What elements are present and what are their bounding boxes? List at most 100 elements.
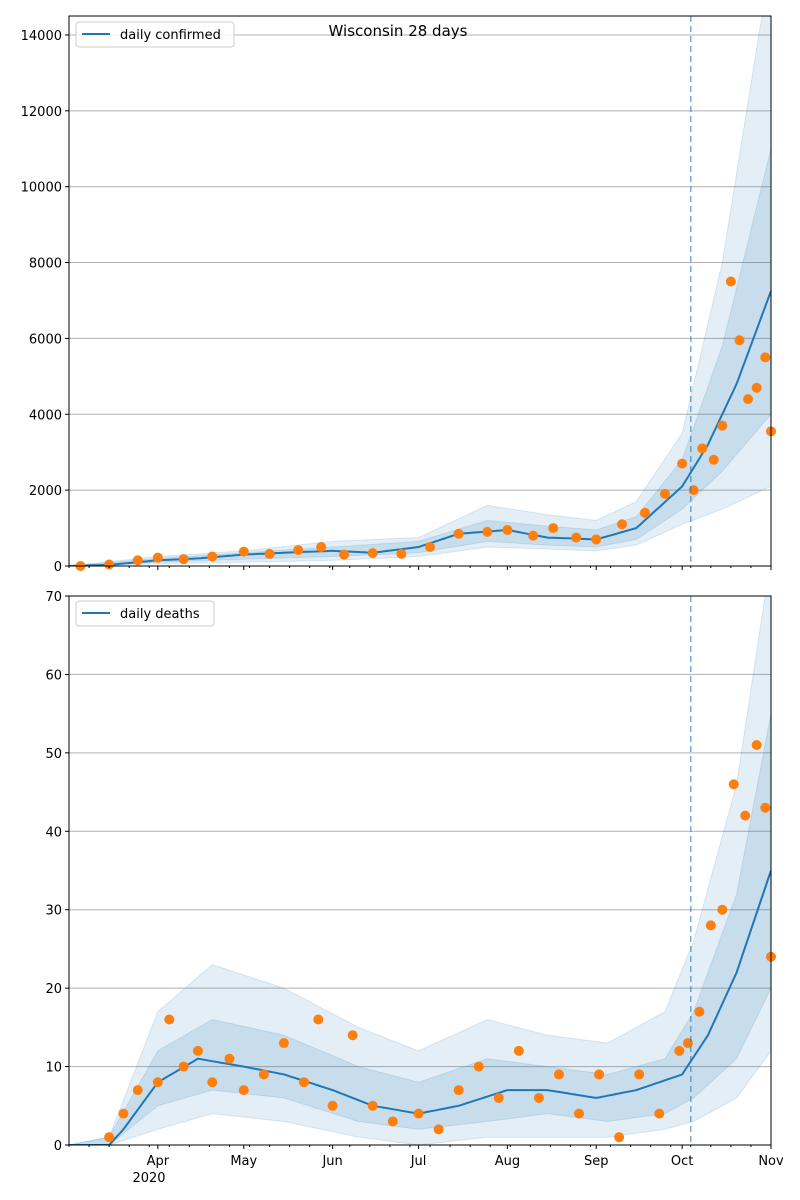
deaths-y-tick-label: 30 <box>45 904 62 919</box>
x-tick-label: Apr <box>147 1154 170 1169</box>
deaths-data-point <box>207 1077 217 1087</box>
confirmed-y-tick-label: 14000 <box>21 29 62 44</box>
x-tick-label: Sep <box>584 1154 609 1169</box>
x-tick-label: Nov <box>758 1154 784 1169</box>
deaths-data-point <box>153 1077 163 1087</box>
deaths-data-point <box>118 1109 128 1119</box>
deaths-data-point <box>534 1093 544 1103</box>
confirmed-data-point <box>293 545 303 555</box>
deaths-y-tick-label: 70 <box>45 590 62 605</box>
confirmed-data-point <box>743 394 753 404</box>
confirmed-data-point <box>760 352 770 362</box>
deaths-data-point <box>414 1109 424 1119</box>
confirmed-data-point <box>591 534 601 544</box>
deaths-data-point <box>368 1101 378 1111</box>
confirmed-y-tick-label: 6000 <box>29 332 62 347</box>
confirmed-data-point <box>752 383 762 393</box>
deaths-data-point <box>239 1085 249 1095</box>
confirmed-data-point <box>153 553 163 563</box>
confirmed-data-point <box>734 335 744 345</box>
confirmed-y-tick-label: 4000 <box>29 408 62 423</box>
deaths-data-point <box>694 1007 704 1017</box>
deaths-data-point <box>313 1015 323 1025</box>
deaths-data-point <box>133 1085 143 1095</box>
deaths-data-point <box>259 1069 269 1079</box>
chart-title: Wisconsin 28 days <box>329 22 468 40</box>
deaths-data-point <box>328 1101 338 1111</box>
deaths-y-tick-label: 10 <box>45 1061 62 1076</box>
deaths-data-point <box>740 811 750 821</box>
x-tick-label: Jul <box>410 1154 427 1169</box>
confirmed-data-point <box>316 542 326 552</box>
deaths-data-point <box>654 1109 664 1119</box>
confirmed-data-point <box>640 508 650 518</box>
confirmed-y-tick-label: 8000 <box>29 257 62 272</box>
deaths-data-point <box>224 1054 234 1064</box>
confirmed-data-point <box>548 523 558 533</box>
confirmed-y-tick-label: 0 <box>54 560 62 575</box>
deaths-data-point <box>193 1046 203 1056</box>
x-tick-label: May <box>230 1154 257 1169</box>
confirmed-y-tick-label: 2000 <box>29 484 62 499</box>
deaths-data-point <box>554 1069 564 1079</box>
deaths-data-point <box>574 1109 584 1119</box>
deaths-data-point <box>474 1062 484 1072</box>
confirmed-data-point <box>709 455 719 465</box>
deaths-data-point <box>674 1046 684 1056</box>
confirmed-data-point <box>660 489 670 499</box>
confirmed-data-point <box>207 552 217 562</box>
deaths-data-point <box>454 1085 464 1095</box>
x-tick-label: Oct <box>671 1154 693 1169</box>
confirmed-data-point <box>339 550 349 560</box>
confirmed-y-tick-label: 10000 <box>21 181 62 196</box>
confirmed-y-tick-label: 12000 <box>21 105 62 120</box>
deaths-y-tick-label: 60 <box>45 668 62 683</box>
confirmed-data-point <box>697 443 707 453</box>
confirmed-legend-label: daily confirmed <box>120 28 221 43</box>
deaths-data-point <box>594 1069 604 1079</box>
deaths-data-point <box>104 1132 114 1142</box>
confirmed-data-point <box>133 555 143 565</box>
confirmed-data-point <box>617 519 627 529</box>
confirmed-data-point <box>502 525 512 535</box>
deaths-data-point <box>614 1132 624 1142</box>
deaths-data-point <box>706 920 716 930</box>
confirmed-data-point <box>571 533 581 543</box>
deaths-y-tick-label: 20 <box>45 982 62 997</box>
confirmed-data-point <box>482 527 492 537</box>
deaths-data-point <box>434 1124 444 1134</box>
deaths-data-point <box>752 740 762 750</box>
confirmed-data-point <box>454 529 464 539</box>
deaths-y-tick-label: 0 <box>54 1139 62 1154</box>
x-tick-label: Jun <box>321 1154 342 1169</box>
deaths-legend-label: daily deaths <box>120 607 200 622</box>
deaths-data-point <box>299 1077 309 1087</box>
x-tick-label: Aug <box>495 1154 520 1169</box>
deaths-data-point <box>388 1116 398 1126</box>
deaths-data-point <box>494 1093 504 1103</box>
x-axis-year-label: 2020 <box>132 1171 165 1186</box>
confirmed-legend: daily confirmed <box>76 22 234 47</box>
confirmed-data-point <box>179 554 189 564</box>
confirmed-data-point <box>528 531 538 541</box>
deaths-data-point <box>760 803 770 813</box>
confirmed-data-point <box>677 459 687 469</box>
deaths-y-tick-label: 40 <box>45 825 62 840</box>
deaths-data-point <box>634 1069 644 1079</box>
deaths-data-point <box>348 1030 358 1040</box>
confirmed-data-point <box>239 547 249 557</box>
confirmed-data-point <box>396 549 406 559</box>
deaths-data-point <box>717 905 727 915</box>
confirmed-data-point <box>425 542 435 552</box>
confirmed-data-point <box>265 549 275 559</box>
deaths-y-tick-label: 50 <box>45 747 62 762</box>
deaths-data-point <box>179 1062 189 1072</box>
confirmed-data-point <box>368 548 378 558</box>
deaths-data-point <box>164 1015 174 1025</box>
confirmed-data-point <box>717 421 727 431</box>
deaths-data-point <box>514 1046 524 1056</box>
confirmed-data-point <box>726 277 736 287</box>
deaths-data-point <box>279 1038 289 1048</box>
deaths-data-point <box>729 779 739 789</box>
